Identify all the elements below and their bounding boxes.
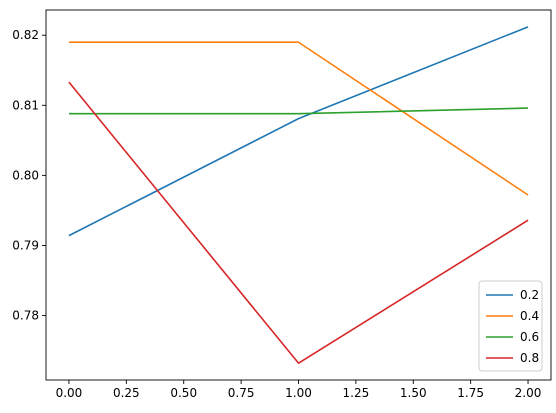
series-line-0.6	[68, 107, 529, 115]
x-tick-label: 1.50	[400, 386, 427, 400]
y-axis: 0.78 0.79 0.80 0.81 0.82	[12, 28, 46, 323]
x-tick-label: 0.75	[228, 386, 255, 400]
x-tick-label: 1.00	[285, 386, 312, 400]
x-tick-label: 0.50	[170, 386, 197, 400]
legend-frame	[478, 280, 543, 372]
y-tick-label: 0.79	[12, 238, 39, 252]
plot-area	[68, 26, 529, 364]
y-tick-label: 0.81	[12, 98, 39, 112]
legend-label-0.8: 0.8	[520, 351, 539, 365]
legend-label-0.2: 0.2	[520, 288, 539, 302]
x-tick-label: 2.00	[515, 386, 542, 400]
x-tick-label: 1.25	[343, 386, 370, 400]
x-tick-label: 1.75	[457, 386, 484, 400]
legend-label-0.6: 0.6	[520, 330, 539, 344]
legend-label-0.4: 0.4	[520, 309, 539, 323]
axes-frame	[45, 9, 552, 381]
y-tick-label: 0.80	[12, 168, 39, 182]
x-tick-label: 0.00	[56, 386, 83, 400]
series-line-0.8	[68, 81, 529, 364]
series-line-0.4	[68, 41, 529, 196]
series-line-0.2	[68, 26, 529, 237]
x-axis: 0.00 0.25 0.50 0.75 1.00 1.25 1.50 1.75 2.00	[56, 380, 542, 400]
x-tick-label: 0.25	[113, 386, 140, 400]
y-tick-label: 0.78	[12, 309, 39, 323]
legend: 0.2 0.4 0.6 0.8	[478, 280, 543, 372]
y-tick-label: 0.82	[12, 28, 39, 42]
